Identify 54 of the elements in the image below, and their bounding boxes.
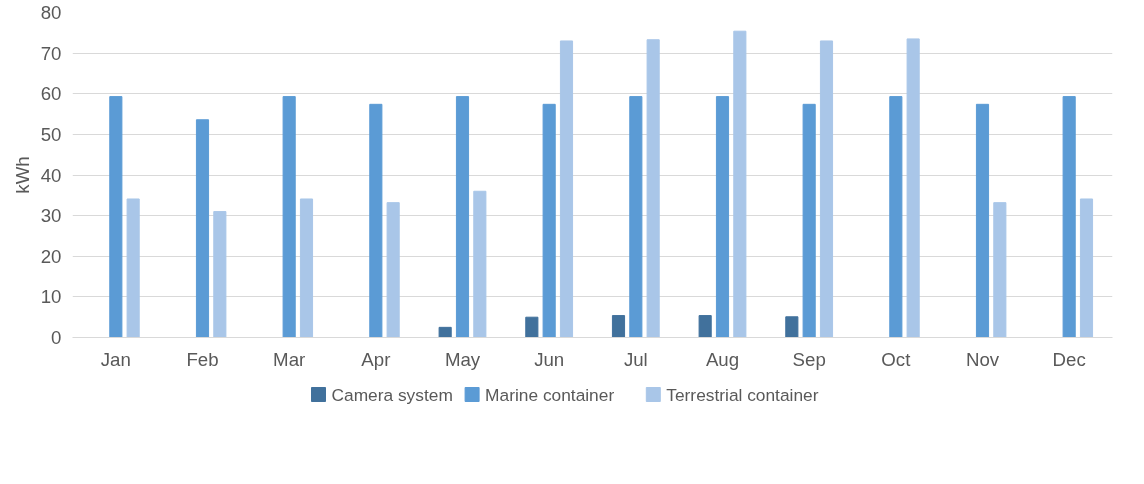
legend-label: Marine container <box>485 384 615 405</box>
bar <box>889 96 903 338</box>
y-tick-label: 60 <box>40 83 62 105</box>
bar <box>611 315 626 338</box>
bar <box>126 198 140 338</box>
bar <box>1062 96 1076 338</box>
bar <box>733 30 747 338</box>
x-tick-label: Jun <box>534 348 565 370</box>
x-tick-label: Oct <box>881 348 912 370</box>
legend-label: Terrestrial container <box>666 384 819 405</box>
bar <box>906 38 920 338</box>
bar <box>195 119 210 338</box>
x-tick-label: May <box>444 348 481 370</box>
bar <box>473 190 487 338</box>
y-tick-label: 0 <box>51 327 62 348</box>
y-tick-label: 70 <box>40 42 62 64</box>
y-axis-title: kWh <box>11 156 33 194</box>
x-tick-label: Jul <box>623 348 648 370</box>
bar <box>629 96 643 338</box>
x-tick-label: Dec <box>1052 348 1086 370</box>
y-tick-label: 20 <box>40 245 62 267</box>
bar <box>386 202 400 338</box>
x-tick-label: Apr <box>361 348 391 370</box>
y-tick-label: 10 <box>40 286 62 308</box>
bar <box>525 316 539 338</box>
bar <box>698 315 712 338</box>
y-tick-label: 80 <box>40 2 62 23</box>
bar <box>455 96 470 338</box>
bar <box>369 103 383 338</box>
bar <box>993 202 1007 338</box>
x-tick-label: Feb <box>186 348 219 370</box>
x-tick-label: Sep <box>792 348 826 370</box>
x-tick-label: Jan <box>100 348 131 370</box>
x-tick-label: Mar <box>273 348 306 370</box>
bar <box>109 96 123 338</box>
x-tick-label: Aug <box>705 348 740 370</box>
bar <box>1079 198 1094 338</box>
y-tick-label: 40 <box>40 164 62 186</box>
bar <box>785 316 799 338</box>
bar <box>299 198 314 338</box>
bar <box>438 326 452 338</box>
bar <box>282 96 296 338</box>
bar <box>802 103 816 338</box>
bar <box>819 40 834 338</box>
bar <box>542 103 556 338</box>
y-tick-label: 50 <box>40 123 62 145</box>
bar <box>559 40 574 338</box>
legend-label: Camera system <box>331 384 453 405</box>
y-tick-label: 30 <box>40 205 62 227</box>
bar <box>646 39 660 338</box>
bar <box>213 211 227 338</box>
x-tick-label: Nov <box>965 348 1000 370</box>
bar <box>715 96 730 338</box>
bar <box>975 103 990 338</box>
